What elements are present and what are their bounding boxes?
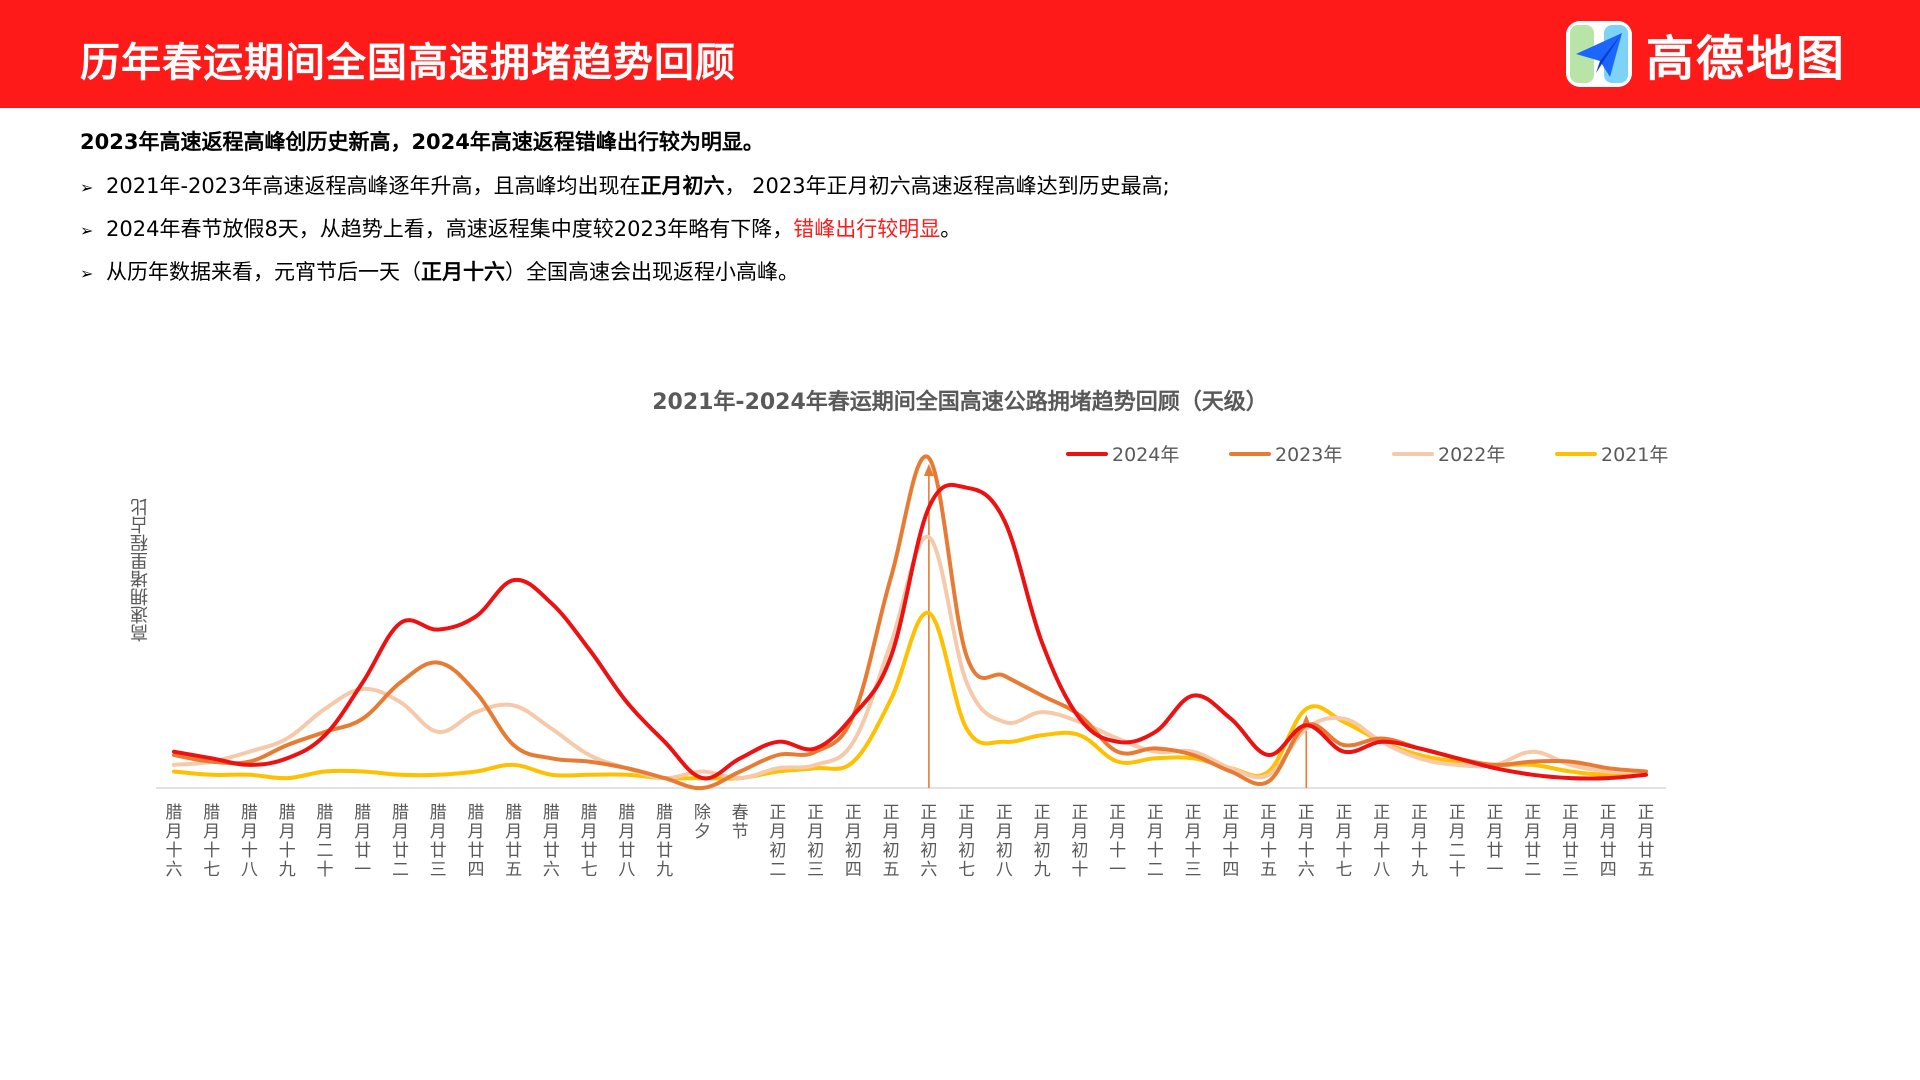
bullet-emphasis: 正月十六 — [421, 260, 505, 284]
x-tick-label: 正月廿一 — [1487, 803, 1504, 880]
legend-swatch — [1392, 451, 1434, 456]
x-tick-label: 正月十二 — [1147, 803, 1164, 880]
x-tick-label: 腊月廿二 — [392, 803, 409, 880]
legend-item-2021: 2021年 — [1555, 440, 1718, 467]
chart-title: 2021年-2024年春运期间全国高速公路拥堵趋势回顾（天级） — [652, 390, 1268, 415]
legend-label: 2022年 — [1438, 444, 1506, 466]
header-bar: 历年春运期间全国高速拥堵趋势回顾 高德地图 — [0, 0, 1920, 108]
brand-name: 高德地图 — [1645, 31, 1846, 87]
legend-label: 2023年 — [1275, 444, 1343, 466]
bullet-text: ， 2023年正月初六高速返程高峰达到历史最高; — [724, 174, 1170, 198]
annotation-arrow-head — [923, 464, 934, 476]
x-tick-label: 腊月廿四 — [467, 803, 484, 880]
x-tick-label: 除夕 — [694, 803, 711, 842]
x-tick-label: 腊月廿三 — [430, 803, 447, 880]
x-tick-label: 正月初七 — [958, 803, 975, 880]
x-tick-label: 春节 — [732, 803, 749, 842]
x-tick-label: 腊月廿五 — [505, 803, 522, 880]
legend-label: 2024年 — [1112, 444, 1180, 466]
x-tick-label: 正月二十 — [1449, 803, 1466, 880]
bullet-arrow-icon: ➢ — [80, 221, 94, 240]
x-tick-label: 正月十六 — [1298, 803, 1315, 880]
x-tick-label: 正月廿三 — [1562, 803, 1579, 880]
x-tick-label: 腊月廿一 — [354, 803, 371, 880]
summary-bullet: ➢ 2021年-2023年高速返程高峰逐年升高，且高峰均出现在正月初六， 202… — [80, 170, 1860, 200]
bullet-text: 。 — [940, 217, 962, 241]
x-tick-label: 正月廿二 — [1524, 803, 1541, 880]
legend-swatch — [1229, 451, 1271, 456]
amap-logo-icon — [1565, 21, 1632, 87]
x-tick-label: 正月初二 — [769, 803, 786, 880]
x-tick-label: 腊月廿八 — [618, 803, 635, 880]
x-tick-label: 腊月廿六 — [543, 803, 560, 880]
summary-bullet: ➢ 2024年春节放假8天，从趋势上看，高速返程集中度较2023年略有下降，错峰… — [80, 213, 1860, 243]
x-tick-label: 腊月廿九 — [656, 803, 673, 880]
x-tick-label: 正月十八 — [1373, 803, 1390, 880]
x-tick-label: 正月初四 — [845, 803, 862, 880]
x-tick-label: 正月初九 — [1034, 803, 1051, 880]
bullet-text: 从历年数据来看，元宵节后一天（ — [106, 260, 421, 284]
series-line-2023年 — [172, 454, 1648, 791]
bullet-emphasis: 正月初六 — [640, 174, 725, 198]
x-tick-label: 正月十七 — [1336, 803, 1353, 880]
legend-swatch — [1555, 451, 1597, 456]
x-tick-label: 正月十一 — [1109, 803, 1126, 880]
x-tick-label: 腊月二十 — [316, 803, 333, 880]
series-line-2021年 — [172, 611, 1648, 781]
x-tick-label: 正月初六 — [920, 803, 937, 880]
legend-swatch — [1066, 451, 1108, 456]
bullet-text: 2021年-2023年高速返程高峰逐年升高，且高峰均出现在 — [106, 174, 641, 198]
x-tick-label: 正月十四 — [1222, 803, 1239, 880]
page-title: 历年春运期间全国高速拥堵趋势回顾 — [80, 40, 736, 86]
summary-section: 2023年高速返程高峰创历史新高，2024年高速返程错峰出行较为明显。 ➢ 20… — [80, 126, 1860, 299]
legend-item-2022: 2022年 — [1392, 440, 1555, 467]
x-tick-label: 正月初三 — [807, 803, 824, 880]
bullet-text: ）全国高速会出现返程小高峰。 — [505, 260, 799, 284]
brand: 高德地图 — [1565, 18, 1846, 90]
x-tick-label: 腊月十六 — [166, 803, 183, 880]
x-tick-label: 正月十五 — [1260, 803, 1277, 880]
bullet-text: 2024年春节放假8天，从趋势上看，高速返程集中度较2023年略有下降， — [106, 217, 794, 241]
x-tick-label: 正月十九 — [1411, 803, 1428, 880]
bullet-arrow-icon: ➢ — [80, 264, 94, 283]
x-tick-label: 正月廿五 — [1638, 803, 1655, 880]
bullet-arrow-icon: ➢ — [80, 178, 94, 197]
x-tick-label: 腊月十八 — [241, 803, 258, 880]
x-tick-label: 腊月十七 — [203, 803, 220, 880]
x-tick-label: 腊月十九 — [279, 803, 296, 880]
summary-bullet: ➢ 从历年数据来看，元宵节后一天（正月十六）全国高速会出现返程小高峰。 — [80, 256, 1860, 286]
bullet-emphasis: 错峰出行较明显 — [793, 217, 941, 241]
x-tick-label: 正月十三 — [1185, 803, 1202, 880]
x-tick-label: 正月廿四 — [1600, 803, 1617, 880]
legend-item-2024: 2024年 — [1066, 440, 1229, 467]
x-tick-label: 正月初十 — [1071, 803, 1088, 880]
x-tick-label: 正月初五 — [883, 803, 900, 880]
summary-headline: 2023年高速返程高峰创历史新高，2024年高速返程错峰出行较为明显。 — [80, 130, 764, 154]
legend-label: 2021年 — [1601, 444, 1669, 466]
legend-item-2023: 2023年 — [1229, 440, 1392, 467]
series-line-2024年 — [172, 482, 1648, 781]
x-tick-label: 正月初八 — [996, 803, 1013, 880]
x-tick-label: 腊月廿七 — [581, 803, 598, 880]
chart-legend: 2024年 2023年 2022年 2021年 — [1066, 440, 1718, 467]
